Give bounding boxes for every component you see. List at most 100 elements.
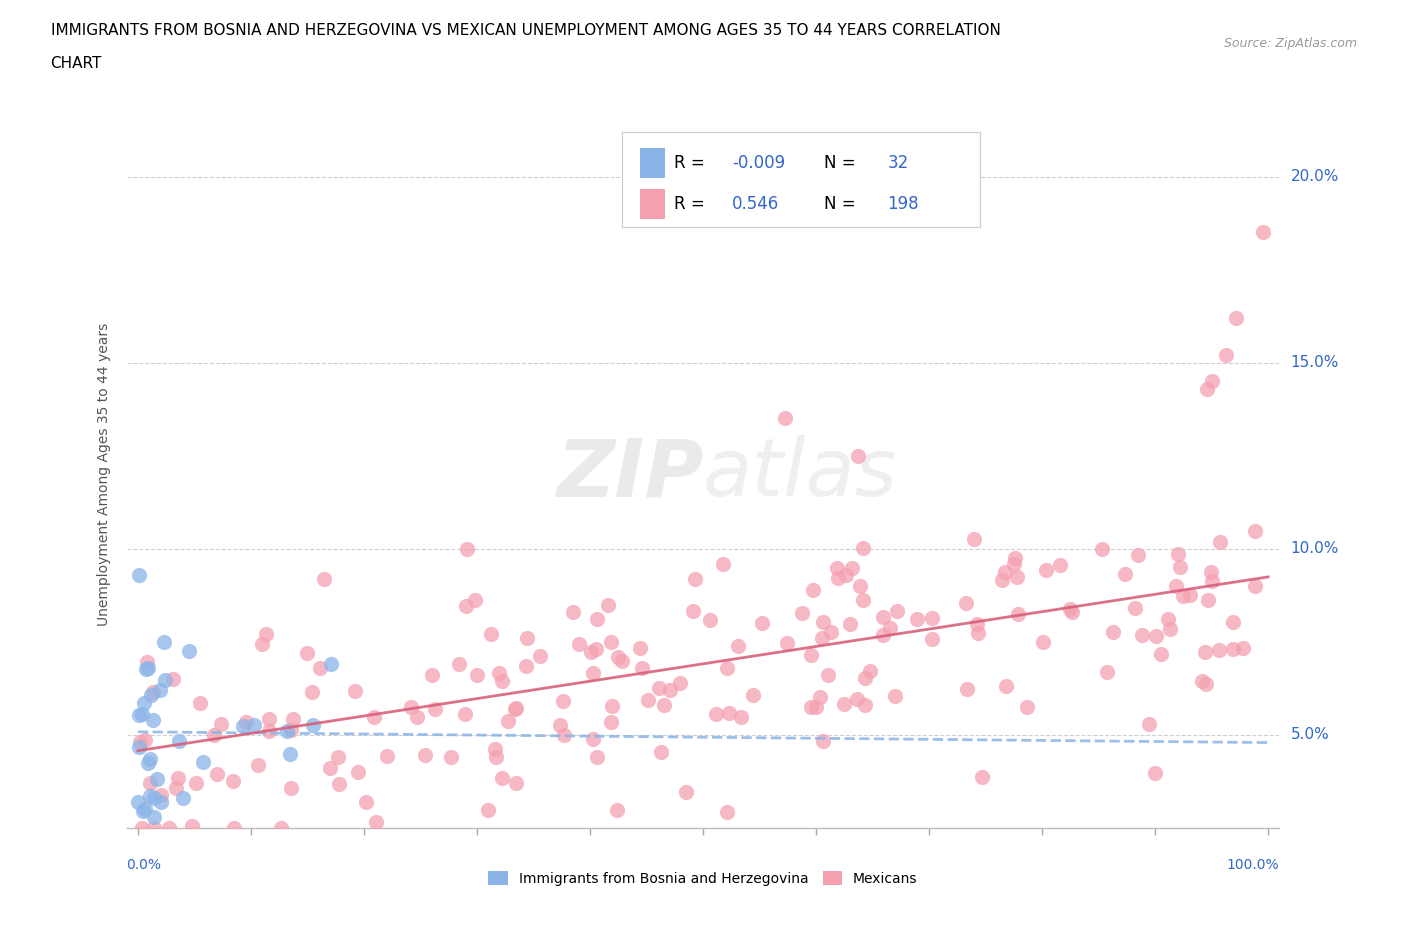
Point (364, 815, 387, 830)
Point (328, 777, 350, 791)
Point (278, 747, 301, 762)
Point (683, 571, 706, 586)
Point (202, 728, 225, 743)
Point (827, 570, 849, 585)
Point (811, 615, 834, 630)
Point (799, 699, 821, 714)
Point (905, 612, 928, 627)
Text: R =: R = (675, 154, 710, 172)
Point (704, 707, 727, 722)
Point (149, 794, 172, 809)
Point (235, 714, 257, 729)
FancyBboxPatch shape (640, 149, 665, 179)
Point (659, 683, 682, 698)
Point (516, 631, 538, 646)
Point (413, 748, 436, 763)
Point (143, 809, 166, 824)
Point (628, 641, 651, 656)
Point (682, 604, 704, 618)
Point (1194, 676, 1216, 691)
FancyBboxPatch shape (640, 189, 665, 219)
Point (1049, 558, 1071, 573)
Point (363, 710, 385, 724)
Point (810, 631, 832, 645)
Point (138, 751, 160, 766)
Point (859, 664, 882, 679)
Point (716, 661, 738, 676)
Point (420, 667, 443, 682)
Point (1017, 699, 1039, 714)
Point (150, 788, 173, 803)
Point (1144, 765, 1167, 780)
Point (838, 617, 860, 631)
Point (162, 671, 184, 686)
Point (846, 448, 869, 463)
Point (817, 668, 839, 683)
Point (1032, 634, 1054, 649)
Point (835, 567, 858, 582)
Point (165, 780, 187, 795)
Point (585, 642, 607, 657)
Point (425, 701, 447, 716)
Point (585, 612, 607, 627)
Point (825, 561, 848, 576)
Point (184, 776, 207, 790)
Point (562, 604, 585, 619)
Point (157, 820, 180, 835)
Point (776, 635, 799, 650)
Point (191, 755, 214, 770)
Point (872, 610, 894, 625)
Text: atlas: atlas (703, 435, 898, 513)
Point (172, 790, 194, 805)
Point (716, 804, 738, 819)
Point (804, 699, 827, 714)
Point (503, 702, 526, 717)
Point (440, 750, 463, 764)
Point (1091, 542, 1114, 557)
Text: R =: R = (675, 195, 710, 213)
Point (301, 685, 323, 700)
Point (491, 771, 513, 786)
Point (484, 741, 506, 756)
Point (568, 637, 591, 652)
Point (280, 722, 302, 737)
Point (711, 557, 734, 572)
Point (1150, 646, 1173, 661)
Point (142, 713, 165, 728)
Point (1128, 548, 1150, 563)
Point (1171, 589, 1194, 604)
Point (921, 632, 943, 647)
Point (955, 595, 977, 610)
Point (548, 717, 571, 732)
Point (131, 820, 153, 835)
Point (1168, 560, 1191, 575)
Point (209, 717, 232, 732)
Point (134, 733, 156, 748)
Point (1159, 621, 1181, 636)
Text: 0.0%: 0.0% (127, 858, 162, 872)
Point (166, 770, 188, 785)
Point (773, 411, 796, 426)
Point (250, 636, 273, 651)
Point (465, 667, 488, 682)
Point (1166, 578, 1188, 593)
Point (505, 776, 527, 790)
Point (447, 657, 470, 671)
Point (1178, 588, 1201, 603)
Point (1157, 612, 1180, 627)
Point (254, 626, 277, 641)
Point (852, 592, 875, 607)
Point (853, 698, 876, 712)
Point (1130, 628, 1153, 643)
Point (1201, 374, 1223, 389)
Point (135, 655, 157, 670)
Point (675, 784, 697, 799)
Point (246, 758, 269, 773)
Point (1197, 592, 1219, 607)
FancyBboxPatch shape (623, 131, 980, 227)
Point (1194, 644, 1216, 659)
Point (302, 718, 325, 733)
Point (845, 692, 868, 707)
Point (1208, 643, 1230, 658)
Point (232, 719, 254, 734)
